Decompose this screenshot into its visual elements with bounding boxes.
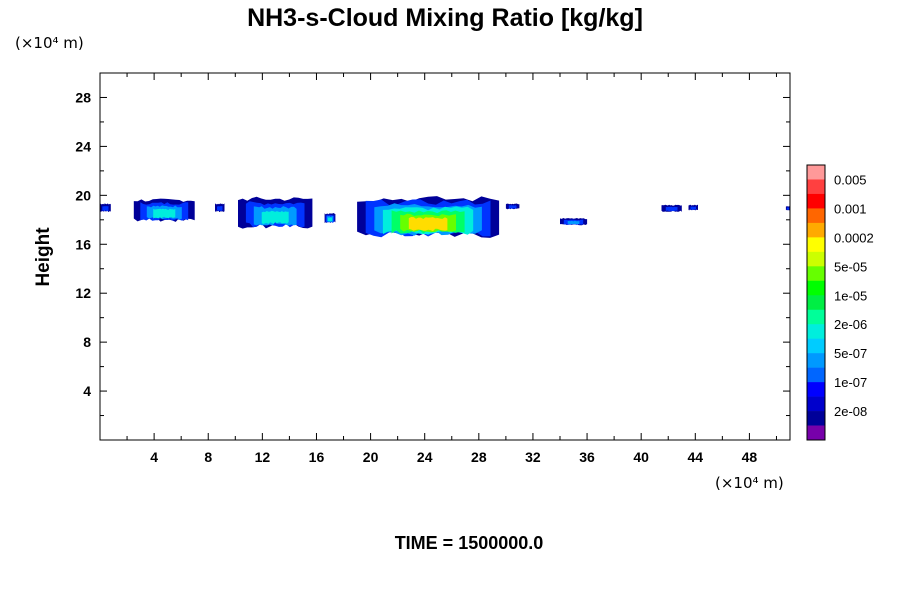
cloud-contour [328,217,332,222]
colorbar-swatch [807,266,825,282]
x-tick-label: 32 [525,449,541,465]
cloud-contour [217,205,223,212]
y-tick-label: 12 [75,285,91,301]
colorbar-swatch [807,280,825,296]
x-tick-label: 28 [471,449,487,465]
colorbar-swatch [807,338,825,354]
colorbar-label: 1e-05 [834,288,867,303]
x-tick-label: 20 [363,449,379,465]
plot-frame [99,72,791,441]
time-label: TIME = 1500000.0 [395,533,544,553]
cloud-field [100,196,790,238]
colorbar-label: 2e-06 [834,317,867,332]
y-axis-unit: (×10⁴ m) [15,34,84,52]
colorbar-swatch [807,382,825,397]
x-tick-label: 8 [204,449,212,465]
colorbar-swatch [807,425,825,441]
x-tick-label: 4 [150,449,158,465]
x-tick-label: 44 [688,449,704,465]
colorbar-swatch [807,396,825,412]
cloud-contour [508,205,517,209]
colorbar-swatch [807,165,825,180]
y-tick-label: 16 [75,236,91,252]
colorbar-swatch [807,309,825,325]
colorbar-label: 2e-08 [834,404,867,419]
x-tick-label: 16 [309,449,325,465]
colorbar-label: 0.001 [834,201,867,216]
x-tick-label: 48 [742,449,758,465]
cloud-contour [153,208,176,219]
x-tick-label: 36 [579,449,595,465]
colorbar-swatch [807,295,825,311]
x-tick-label: 12 [255,449,271,465]
cloud-contour [408,217,448,232]
y-tick-label: 28 [75,89,91,105]
colorbar-label: 1e-07 [834,375,867,390]
colorbar-swatch [807,251,825,267]
colorbar-label: 5e-07 [834,346,867,361]
cloud-contour [786,207,790,210]
colorbar-swatch [807,353,825,368]
cloud-contour [567,220,580,225]
colorbar-label: 0.005 [834,172,867,187]
y-tick-label: 20 [75,187,91,203]
y-tick-label: 8 [83,334,91,350]
colorbar-swatch [807,179,825,195]
y-tick-label: 24 [75,138,91,154]
colorbar-label: 0.0002 [834,230,874,245]
colorbar-frame [806,164,826,441]
x-tick-label: 24 [417,449,433,465]
y-tick-label: 4 [83,383,91,399]
colorbar-swatch [807,324,825,339]
colorbar-swatch [807,237,825,253]
cloud-contour [690,206,696,210]
colorbar-swatch [807,411,825,426]
colorbar-swatch [807,208,825,224]
cloud-contour [102,205,109,212]
colorbar: 0.005 0.001 0.0002 5e-05 1e-05 2e-06 5e-07 1e-0… [806,164,874,441]
cloud-contour [665,206,678,212]
x-tick-label: 40 [633,449,649,465]
colorbar-label: 5e-05 [834,259,867,274]
colorbar-swatch [807,222,825,238]
chart-title: NH3-s-Cloud Mixing Ratio [kg/kg] [247,4,643,32]
y-axis-label: Height [33,227,54,287]
colorbar-swatch [807,367,825,383]
cloud-contour [261,210,289,225]
x-axis-unit: (×10⁴ m) [715,474,784,492]
colorbar-swatch [807,193,825,209]
